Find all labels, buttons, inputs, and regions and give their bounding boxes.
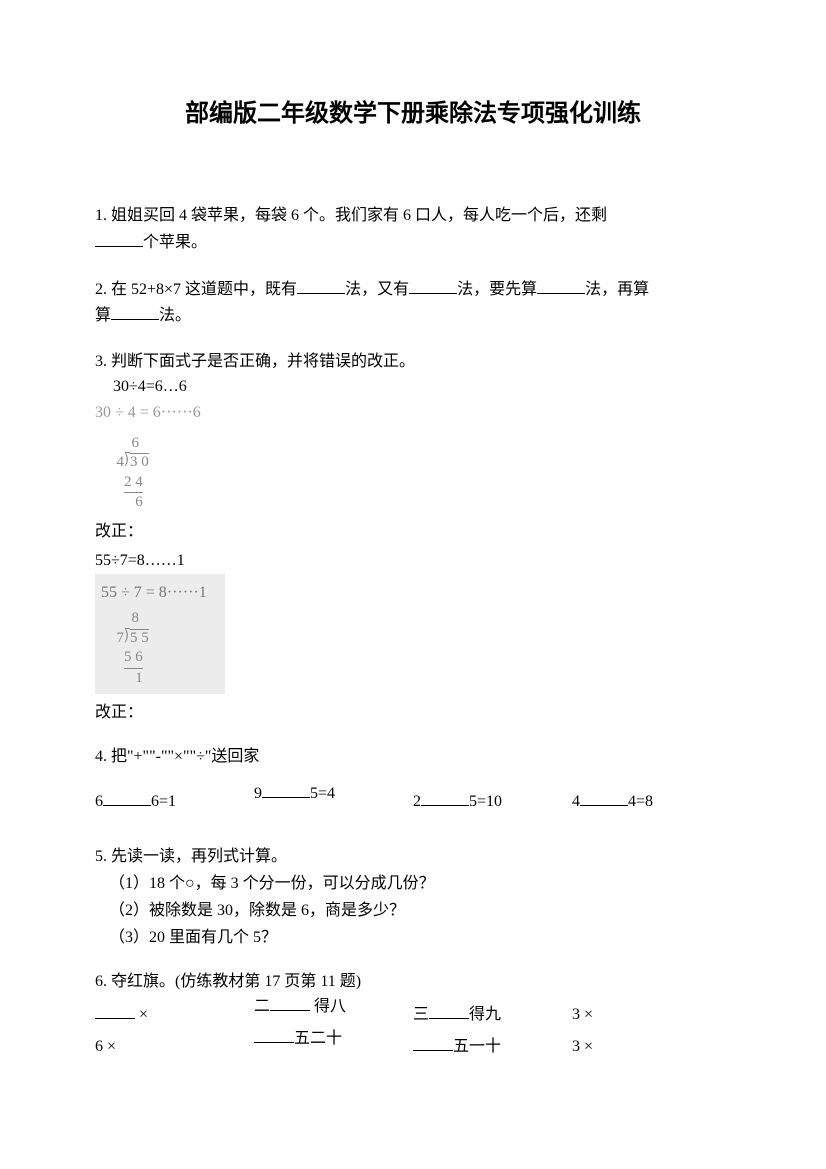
q6-blank-r2-2[interactable]: [254, 1025, 294, 1043]
q3-longdiv-1: 6 4⟌3 0 2 4 6: [109, 434, 731, 513]
q2-text-d: 法，再算: [585, 281, 649, 298]
q4-item-2: 95=4: [254, 780, 413, 807]
q4-text: 把"+""-""×""÷"送回家: [107, 748, 259, 765]
q6-r1-3: 三得九: [413, 1001, 572, 1028]
q5-text: 先读一读，再列式计算。: [107, 848, 287, 865]
q6-blank-r2-3[interactable]: [413, 1033, 453, 1051]
q5-s3: （3）20 里面有几个 5？: [109, 924, 731, 951]
question-2: 2. 在 52+8×7 这道题中，既有 法，又有 法，要先算 法，再算算 法。: [95, 276, 731, 329]
q6-r1-2: 二 得八: [254, 993, 413, 1020]
q2-cont: 算: [95, 307, 111, 324]
q2-blank-2[interactable]: [409, 276, 457, 294]
q1-text-b: 个苹果。: [143, 234, 207, 251]
q4-row: 66=1 95=4 25=10 44=8: [95, 788, 731, 815]
q4-blank-3[interactable]: [421, 788, 469, 806]
q4-blank-2[interactable]: [262, 780, 310, 798]
q3-graybox: 55 ÷ 7 = 8······1 8 7⟌5 5 5 6 1: [95, 574, 225, 695]
q2-text-c: 法，要先算: [457, 281, 537, 298]
q6-row-2: 6 × 五二十 五一十 3 ×: [95, 1033, 731, 1060]
q4-item-3: 25=10: [413, 788, 572, 815]
q2-num: 2.: [95, 281, 107, 298]
q4-blank-1[interactable]: [103, 788, 151, 806]
q6-blank-r1-3[interactable]: [429, 1001, 469, 1019]
q5-s1: （1）18 个○，每 3 个分一份，可以分成几份？: [109, 870, 731, 897]
q1-text-a: 姐姐买回 4 袋苹果，每袋 6 个。我们家有 6 口人，每人吃一个后，还剩: [107, 207, 607, 224]
worksheet-title: 部编版二年级数学下册乘除法专项强化训练: [95, 95, 731, 133]
q4-item-1: 66=1: [95, 788, 254, 815]
q6-text: 夺红旗。(仿练教材第 17 页第 11 题): [107, 973, 361, 990]
question-3: 3. 判断下面式子是否正确，并将错误的改正。 30÷4=6…6 30 ÷ 4 =…: [95, 349, 731, 726]
q6-r2-4: 3 ×: [572, 1034, 731, 1060]
question-1: 1. 姐姐买回 4 袋苹果，每袋 6 个。我们家有 6 口人，每人吃一个后，还剩…: [95, 203, 731, 255]
q6-blank-r1-1[interactable]: [95, 1001, 135, 1019]
q5-s2: （2）被除数是 30，除数是 6，商是多少？: [109, 897, 731, 924]
q3-expr2: 55÷7=8……1: [95, 548, 731, 574]
q2-blank-3[interactable]: [537, 276, 585, 294]
q3-correct-1: 改正：: [95, 519, 731, 545]
q5-num: 5.: [95, 848, 107, 865]
q3-correct-2: 改正：: [95, 700, 731, 726]
q2-blank-1[interactable]: [297, 276, 345, 294]
q6-blank-r1-2[interactable]: [270, 993, 310, 1011]
q4-item-4: 44=8: [572, 788, 731, 815]
q6-r1-1: ×: [95, 1001, 254, 1028]
q2-text-a: 在 52+8×7 这道题中，既有: [107, 281, 297, 298]
q2-blank-4[interactable]: [111, 302, 159, 320]
q6-r2-3: 五一十: [413, 1033, 572, 1060]
q2-text-e: 法。: [159, 307, 191, 324]
question-5: 5. 先读一读，再列式计算。 （1）18 个○，每 3 个分一份，可以分成几份？…: [95, 844, 731, 951]
q3-expr1: 30÷4=6…6: [113, 374, 731, 400]
q3-expr1-gray: 30 ÷ 4 = 6······6: [95, 400, 731, 426]
q6-r2-1: 6 ×: [95, 1034, 254, 1060]
q4-blank-4[interactable]: [580, 788, 628, 806]
q1-num: 1.: [95, 207, 107, 224]
q6-r2-2: 五二十: [254, 1025, 413, 1052]
q6-row-1: × 二 得八 三得九 3 ×: [95, 1001, 731, 1028]
q3-text: 判断下面式子是否正确，并将错误的改正。: [107, 353, 415, 370]
q3-longdiv-2: 8 7⟌5 5 5 6 1: [109, 609, 207, 688]
q6-r1-4: 3 ×: [572, 1002, 731, 1028]
question-6: 6. 夺红旗。(仿练教材第 17 页第 11 题) × 二 得八 三得九 3 ×…: [95, 969, 731, 1060]
q4-num: 4.: [95, 748, 107, 765]
q3-expr2-gray: 55 ÷ 7 = 8······1: [101, 580, 207, 606]
q6-num: 6.: [95, 973, 107, 990]
question-4: 4. 把"+""-""×""÷"送回家 66=1 95=4 25=10 44=8: [95, 744, 731, 814]
q2-text-b: 法，又有: [345, 281, 409, 298]
q1-blank[interactable]: [95, 229, 143, 247]
q3-num: 3.: [95, 353, 107, 370]
